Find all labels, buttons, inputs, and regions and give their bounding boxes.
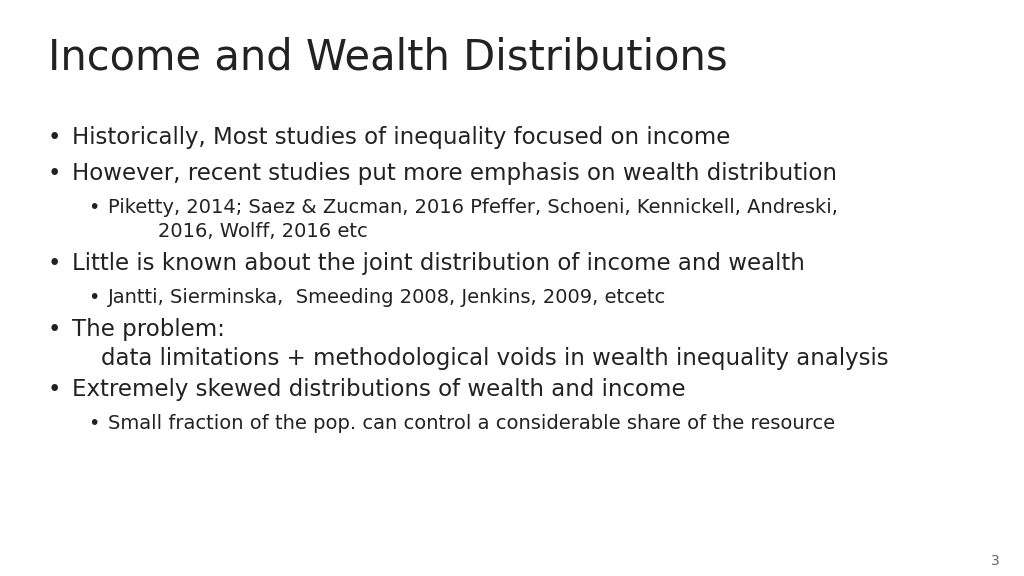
Text: Extremely skewed distributions of wealth and income: Extremely skewed distributions of wealth… bbox=[72, 378, 686, 401]
Text: Little is known about the joint distribution of income and wealth: Little is known about the joint distribu… bbox=[72, 252, 805, 275]
Text: •: • bbox=[48, 378, 61, 401]
Text: The problem:
    data limitations + methodological voids in wealth inequality an: The problem: data limitations + methodol… bbox=[72, 318, 889, 370]
Text: •: • bbox=[48, 126, 61, 149]
Text: •: • bbox=[88, 288, 99, 307]
Text: •: • bbox=[88, 198, 99, 217]
Text: Historically, Most studies of inequality focused on income: Historically, Most studies of inequality… bbox=[72, 126, 730, 149]
Text: However, recent studies put more emphasis on wealth distribution: However, recent studies put more emphasi… bbox=[72, 162, 837, 185]
Text: •: • bbox=[48, 252, 61, 275]
Text: Small fraction of the pop. can control a considerable share of the resource: Small fraction of the pop. can control a… bbox=[108, 414, 836, 433]
Text: Piketty, 2014; Saez & Zucman, 2016 Pfeffer, Schoeni, Kennickell, Andreski,
     : Piketty, 2014; Saez & Zucman, 2016 Pfeff… bbox=[108, 198, 838, 241]
Text: •: • bbox=[88, 414, 99, 433]
Text: Jantti, Sierminska,  Smeeding 2008, Jenkins, 2009, etcetc: Jantti, Sierminska, Smeeding 2008, Jenki… bbox=[108, 288, 667, 307]
Text: Income and Wealth Distributions: Income and Wealth Distributions bbox=[48, 36, 728, 78]
Text: •: • bbox=[48, 318, 61, 341]
Text: •: • bbox=[48, 162, 61, 185]
Text: 3: 3 bbox=[991, 554, 1000, 568]
